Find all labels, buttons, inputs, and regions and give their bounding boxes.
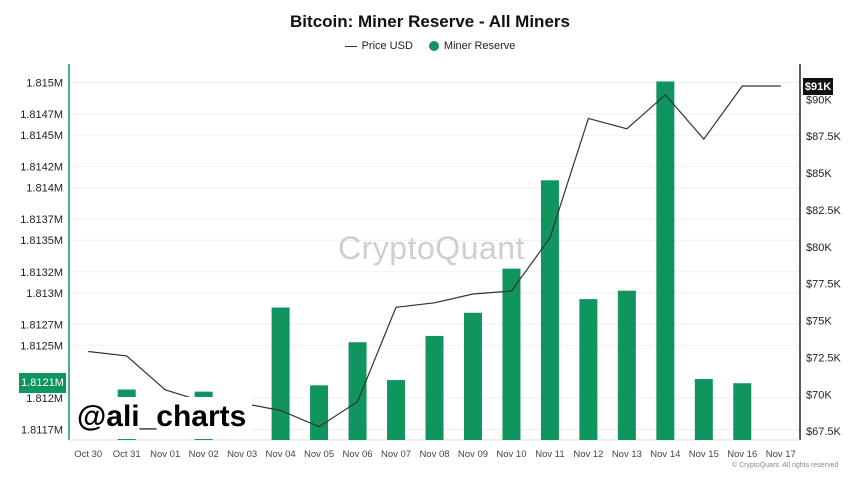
x-tick-label: Nov 11 bbox=[535, 449, 564, 460]
x-tick-label: Nov 08 bbox=[419, 449, 449, 460]
legend-label-price: Price USD bbox=[361, 40, 413, 52]
x-tick-label: Nov 15 bbox=[689, 449, 719, 460]
y-left-tick-label: 1.8125M bbox=[20, 340, 63, 352]
x-tick-label: Nov 10 bbox=[496, 449, 526, 460]
bar-miner-reserve bbox=[425, 335, 444, 440]
y-right-tick-label: $85K bbox=[806, 168, 832, 180]
x-tick-label: Nov 03 bbox=[227, 449, 257, 460]
dot-swatch-icon bbox=[428, 41, 439, 51]
author-handle: @ali_charts bbox=[73, 397, 253, 439]
bar-miner-reserve bbox=[502, 268, 521, 440]
y-left-tick-label: 1.8127M bbox=[20, 319, 63, 331]
y-left-tick-label: 1.813M bbox=[26, 288, 63, 300]
bar-miner-reserve bbox=[579, 299, 598, 440]
y-left-tick-label: 1.8132M bbox=[20, 267, 63, 279]
bar-miner-reserve bbox=[348, 342, 367, 440]
line-swatch-icon bbox=[344, 45, 357, 47]
x-tick-label: Nov 07 bbox=[381, 449, 411, 460]
watermark-logo: CryptoQuant bbox=[338, 230, 525, 266]
y-right-tick-label: $70K bbox=[806, 389, 832, 401]
y-right-tick-label: $77.5K bbox=[806, 279, 842, 291]
bar-miner-reserve bbox=[310, 385, 329, 440]
x-tick-label: Nov 12 bbox=[573, 449, 603, 460]
y-left-tick-label: 1.8135M bbox=[20, 235, 63, 247]
bar-miner-reserve bbox=[387, 380, 406, 440]
y-left-tick-label: 1.814M bbox=[26, 183, 63, 195]
current-reserve-badge: 1.8121M bbox=[19, 373, 66, 394]
legend-label-miner-reserve: Miner Reserve bbox=[443, 40, 516, 52]
y-right-tick-label: $67.5K bbox=[806, 426, 842, 438]
x-tick-label: Nov 16 bbox=[727, 449, 757, 460]
y-right-tick-label: $72.5K bbox=[806, 352, 842, 364]
chart-title: Bitcoin: Miner Reserve - All Miners bbox=[290, 12, 570, 31]
y-left-tick-label: 1.8142M bbox=[20, 162, 63, 174]
current-price-badge: $91K bbox=[803, 78, 833, 95]
copyright-text: © CryptoQuant. All rights reserved bbox=[732, 462, 839, 469]
y-left-tick-label: 1.8145M bbox=[20, 130, 63, 142]
x-tick-label: Nov 14 bbox=[650, 449, 680, 460]
x-tick-label: Nov 09 bbox=[458, 449, 488, 460]
y-right-tick-label: $75K bbox=[806, 316, 832, 328]
y-right-tick-label: $87.5K bbox=[806, 131, 842, 143]
y-left-tick-label: 1.812M bbox=[26, 393, 63, 405]
bar-miner-reserve bbox=[617, 290, 636, 440]
y-left-tick-label: 1.8147M bbox=[20, 109, 63, 121]
y-right-tick-label: $80K bbox=[806, 242, 832, 254]
legend-item-price[interactable]: Price USD bbox=[344, 40, 413, 52]
x-tick-label: Oct 31 bbox=[113, 449, 141, 460]
x-tick-label: Nov 01 bbox=[150, 449, 180, 460]
x-tick-label: Oct 30 bbox=[74, 449, 102, 460]
y-left-tick-label: 1.815M bbox=[26, 78, 63, 90]
x-tick-label: Nov 05 bbox=[304, 449, 334, 460]
y-right-tick-label: $90K bbox=[806, 94, 832, 106]
y-left-tick-label: 1.8117M bbox=[21, 424, 63, 436]
bar-miner-reserve bbox=[656, 81, 675, 440]
x-tick-label: Nov 04 bbox=[266, 449, 296, 460]
x-tick-label: Nov 17 bbox=[766, 449, 796, 460]
bar-miner-reserve bbox=[271, 307, 290, 440]
bar-miner-reserve bbox=[733, 383, 752, 440]
x-tick-label: Nov 13 bbox=[612, 449, 642, 460]
bar-miner-reserve bbox=[694, 379, 713, 440]
chart-legend: Price USD Miner Reserve bbox=[0, 40, 860, 52]
y-left-tick-label: 1.8137M bbox=[20, 214, 63, 226]
y-right-tick-label: $82.5K bbox=[806, 205, 842, 217]
x-tick-label: Nov 06 bbox=[342, 449, 372, 460]
x-tick-label: Nov 02 bbox=[189, 449, 219, 460]
legend-item-miner-reserve[interactable]: Miner Reserve bbox=[428, 40, 516, 52]
bar-miner-reserve bbox=[540, 180, 559, 440]
bar-miner-reserve bbox=[463, 312, 482, 440]
